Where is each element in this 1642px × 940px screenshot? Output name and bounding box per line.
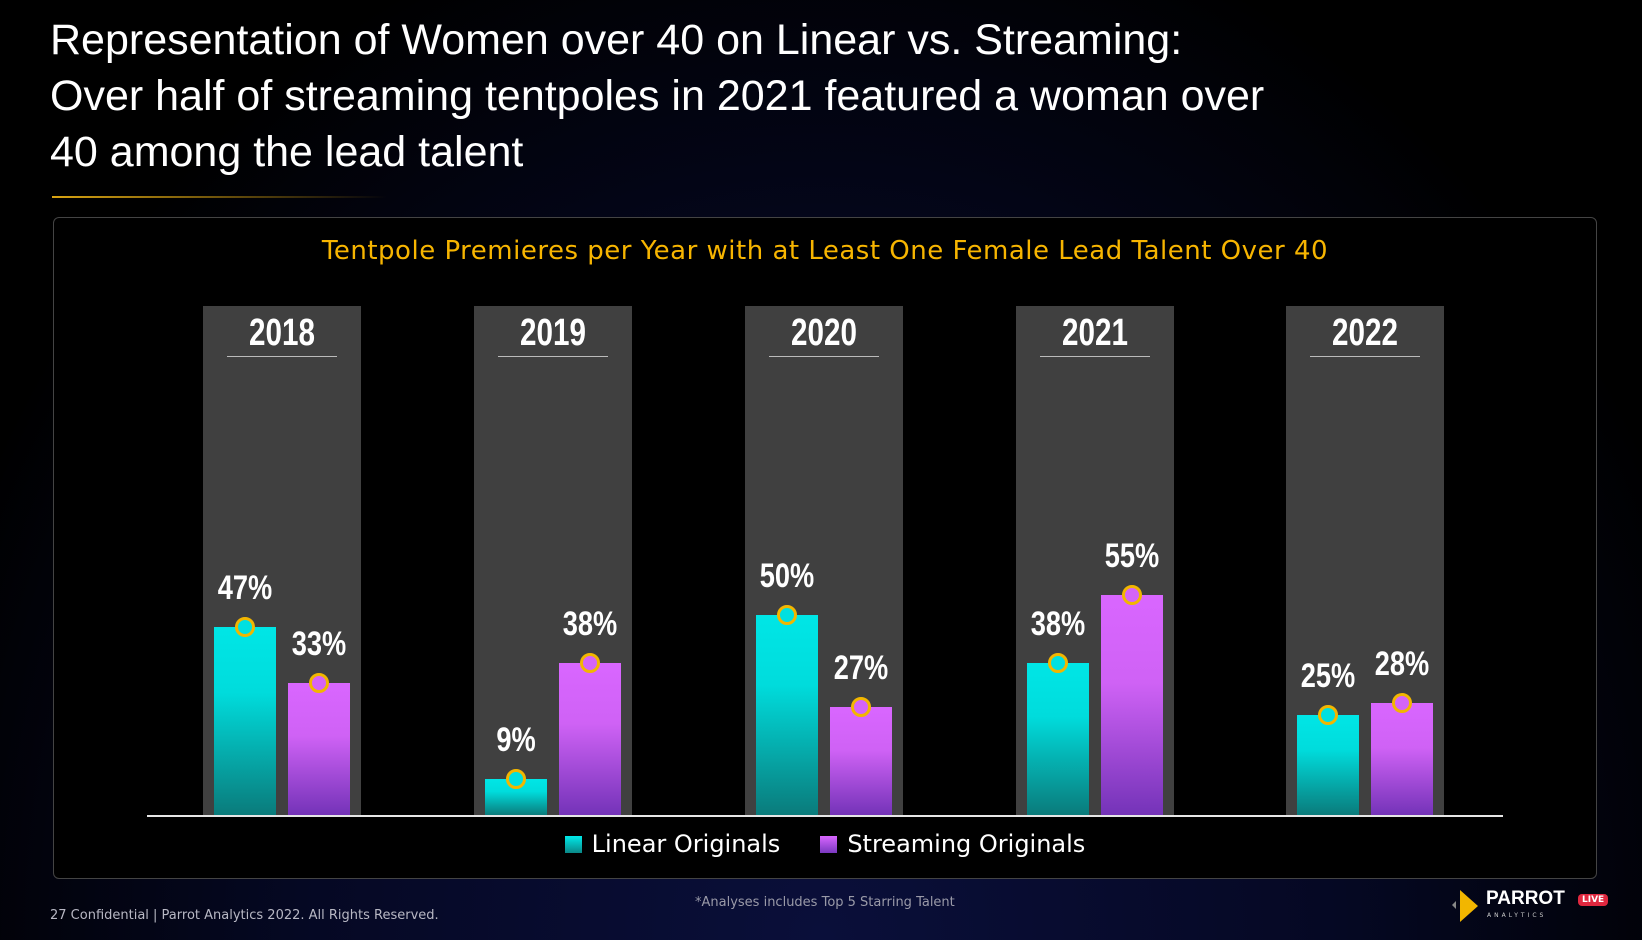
data-label-streaming-2018: 33% — [291, 625, 347, 663]
bar-linear-2018 — [214, 627, 276, 815]
legend-label-streaming: Streaming Originals — [847, 830, 1086, 858]
logo-subtext: ANALYTICS — [1487, 912, 1547, 919]
legend: Linear Originals Streaming Originals — [54, 830, 1596, 858]
title-underline — [52, 196, 387, 198]
category-underline — [498, 356, 608, 357]
data-label-linear-2018: 47% — [217, 569, 273, 607]
marker-streaming-2021 — [1122, 585, 1142, 605]
data-label-streaming-2022: 28% — [1374, 645, 1430, 683]
legend-label-linear: Linear Originals — [591, 830, 781, 858]
marker-streaming-2018 — [309, 673, 329, 693]
legend-item-linear: Linear Originals — [564, 830, 781, 858]
category-label: 2021 — [1062, 312, 1128, 354]
bar-streaming-2019 — [559, 663, 621, 815]
logo-text: PARROT — [1486, 888, 1565, 909]
marker-linear-2021 — [1048, 653, 1068, 673]
parrot-logo-icon — [1452, 890, 1478, 922]
title-line-1: Representation of Women over 40 on Linea… — [50, 16, 1183, 64]
marker-streaming-2020 — [851, 697, 871, 717]
category-underline — [1040, 356, 1150, 357]
data-label-streaming-2020: 27% — [833, 649, 889, 687]
data-label-linear-2022: 25% — [1300, 657, 1356, 695]
bar-linear-2020 — [756, 615, 818, 815]
category-underline — [227, 356, 337, 357]
bar-streaming-2020 — [830, 707, 892, 815]
category-label: 2022 — [1332, 312, 1398, 354]
category-label: 2018 — [249, 312, 315, 354]
category-underline — [1310, 356, 1420, 357]
slide-title: Representation of Women over 40 on Linea… — [50, 12, 1600, 180]
legend-swatch-linear — [564, 835, 582, 853]
footer-page-info: 27 Confidential | Parrot Analytics 2022.… — [50, 908, 439, 923]
data-label-linear-2021: 38% — [1030, 605, 1086, 643]
data-label-streaming-2019: 38% — [562, 605, 618, 643]
bar-linear-2022 — [1297, 715, 1359, 815]
chart-container: Tentpole Premieres per Year with at Leas… — [53, 217, 1597, 879]
data-label-streaming-2021: 55% — [1104, 537, 1160, 575]
bar-linear-2021 — [1027, 663, 1089, 815]
marker-streaming-2019 — [580, 653, 600, 673]
category-underline — [769, 356, 879, 357]
category-label: 2019 — [520, 312, 586, 354]
data-label-linear-2019: 9% — [496, 721, 536, 759]
category-label: 2020 — [791, 312, 857, 354]
marker-streaming-2022 — [1392, 693, 1412, 713]
x-axis-baseline — [147, 815, 1503, 817]
bar-streaming-2021 — [1101, 595, 1163, 815]
title-line-3: 40 among the lead talent — [50, 128, 524, 176]
title-line-2: Over half of streaming tentpoles in 2021… — [50, 72, 1265, 120]
parrot-analytics-logo: PARROT ANALYTICS LIVE — [1450, 888, 1630, 924]
marker-linear-2020 — [777, 605, 797, 625]
legend-item-streaming: Streaming Originals — [820, 830, 1085, 858]
bar-streaming-2018 — [288, 683, 350, 815]
footnote: *Analyses includes Top 5 Starring Talent — [695, 895, 955, 910]
chart-title: Tentpole Premieres per Year with at Leas… — [321, 236, 1329, 266]
marker-linear-2022 — [1318, 705, 1338, 725]
legend-swatch-streaming — [820, 835, 838, 853]
marker-linear-2019 — [506, 769, 526, 789]
data-label-linear-2020: 50% — [759, 557, 815, 595]
live-badge: LIVE — [1578, 894, 1609, 906]
bar-streaming-2022 — [1371, 703, 1433, 815]
marker-linear-2018 — [235, 617, 255, 637]
